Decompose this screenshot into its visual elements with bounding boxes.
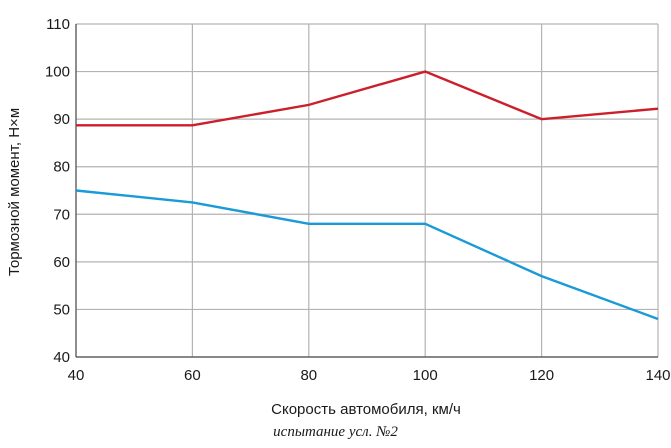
y-axis-title: Тормозной момент, Н×м: [6, 108, 23, 276]
grid: [75, 23, 659, 358]
x-tick-label: 40: [68, 367, 85, 384]
y-tick-label: 70: [53, 206, 70, 223]
y-tick-label: 90: [53, 111, 70, 128]
y-axis-ticks: 40 50 60 70 80 90 100 110: [45, 16, 70, 366]
x-tick-label: 100: [413, 367, 438, 384]
y-tick-label: 40: [53, 349, 70, 366]
x-tick-label: 120: [529, 367, 554, 384]
series-line-2: [75, 189, 659, 321]
chart-caption: испытание усл. №2: [273, 424, 398, 440]
y-tick-label: 50: [53, 301, 70, 318]
x-tick-label: 60: [184, 367, 201, 384]
y-tick-label: 60: [53, 254, 70, 271]
x-axis-ticks: 40 60 80 100 120 140: [68, 367, 671, 384]
series-lines: [75, 70, 659, 321]
y-tick-label: 100: [45, 64, 70, 81]
y-tick-label: 80: [53, 159, 70, 176]
series-line-1: [76, 70, 659, 127]
x-tick-label: 80: [300, 367, 317, 384]
plot-frame: [75, 24, 658, 358]
x-tick-label: 140: [645, 367, 670, 384]
y-tick-label: 110: [46, 16, 70, 33]
x-axis-title: Скорость автомобиля, км/ч: [271, 401, 461, 418]
